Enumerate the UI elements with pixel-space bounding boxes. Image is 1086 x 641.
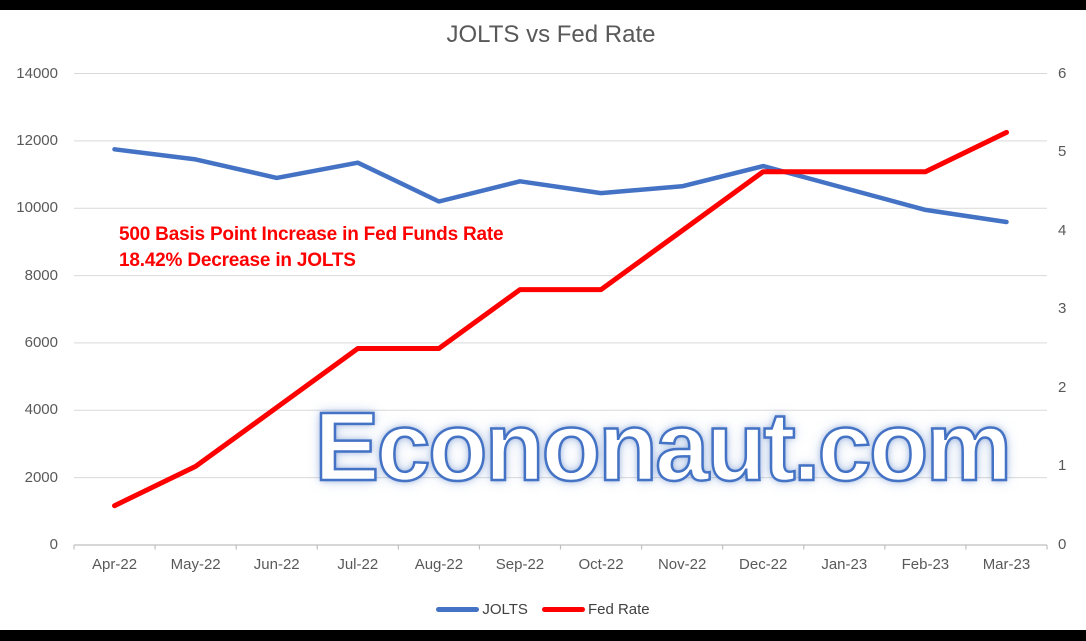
x-axis-tick-label: Feb-23 bbox=[901, 556, 950, 573]
y-axis-right-tick-label: 5 bbox=[1058, 143, 1067, 161]
legend: JOLTS Fed Rate bbox=[0, 601, 1086, 618]
legend-item-jolts: JOLTS bbox=[436, 601, 528, 618]
bottom-black-bar bbox=[0, 630, 1086, 641]
y-axis-left-tick-label: 12000 bbox=[16, 131, 58, 149]
x-axis-tick-label: Oct-22 bbox=[578, 556, 624, 573]
x-axis-tick-label: Mar-23 bbox=[982, 556, 1031, 573]
y-axis-left-tick-label: 10000 bbox=[16, 199, 58, 217]
y-axis-right-tick-label: 3 bbox=[1058, 300, 1067, 318]
y-axis-left-tick-label: 0 bbox=[49, 536, 58, 553]
x-axis-tick-label: Aug-22 bbox=[414, 556, 464, 573]
x-axis-tick-label: Jan-23 bbox=[821, 556, 868, 573]
x-axis-tick-label: Apr-22 bbox=[92, 556, 138, 573]
y-axis-right-tick-label: 4 bbox=[1058, 221, 1067, 239]
legend-label-fed-rate: Fed Rate bbox=[587, 601, 650, 618]
legend-item-fed-rate: Fed Rate bbox=[541, 601, 650, 618]
series-line-jolts bbox=[112, 147, 1009, 225]
y-axis-right-tick-label: 1 bbox=[1058, 457, 1067, 475]
x-axis-tick-label: May-22 bbox=[170, 556, 221, 573]
y-axis-left-tick-label: 6000 bbox=[24, 333, 58, 351]
x-axis-tick-label: Jul-22 bbox=[337, 556, 379, 573]
fed-rate-line-swatch bbox=[541, 607, 585, 612]
legend-label-jolts: JOLTS bbox=[482, 601, 528, 618]
annotation-line-1: 500 Basis Point Increase in Fed Funds Ra… bbox=[119, 224, 504, 245]
annotation-line-2: 18.42% Decrease in JOLTS bbox=[119, 250, 356, 271]
annotation: 500 Basis Point Increase in Fed Funds Ra… bbox=[119, 222, 504, 274]
watermark: Econonaut.com bbox=[313, 392, 1013, 501]
x-axis-tick-label: Jun-22 bbox=[253, 556, 300, 573]
chart-title: JOLTS vs Fed Rate bbox=[446, 21, 656, 48]
y-axis-right-tick-label: 6 bbox=[1058, 64, 1067, 82]
top-black-bar bbox=[0, 0, 1086, 10]
y-axis-left-tick-label: 4000 bbox=[24, 401, 58, 419]
y-axis-left-tick-label: 2000 bbox=[24, 468, 58, 486]
jolts-line-swatch bbox=[436, 607, 480, 612]
y-axis-right-tick-label: 0 bbox=[1058, 536, 1067, 553]
x-axis-tick-label: Sep-22 bbox=[495, 556, 545, 573]
x-axis-tick-label: Nov-22 bbox=[657, 556, 707, 573]
y-axis-left-tick-label: 14000 bbox=[16, 64, 58, 82]
x-axis-tick-label: Dec-22 bbox=[739, 556, 788, 573]
y-axis-right-tick-label: 2 bbox=[1058, 378, 1067, 396]
series-line-fed-rate bbox=[112, 129, 1009, 509]
y-axis-left-tick-label: 8000 bbox=[24, 266, 58, 284]
